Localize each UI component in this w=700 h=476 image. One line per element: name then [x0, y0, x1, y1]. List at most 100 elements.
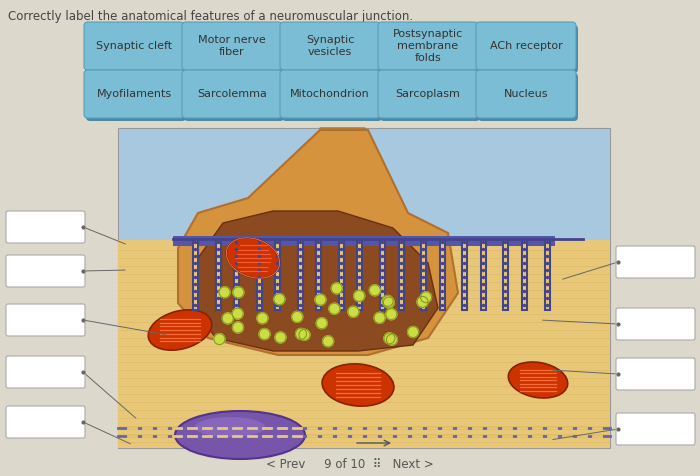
FancyBboxPatch shape [476, 22, 576, 70]
Circle shape [386, 309, 397, 320]
Circle shape [421, 292, 431, 303]
Circle shape [382, 296, 393, 307]
Text: Sarcolemma: Sarcolemma [197, 89, 267, 99]
Bar [545, 240, 550, 310]
Bar [216, 240, 220, 310]
Polygon shape [178, 130, 458, 355]
Circle shape [219, 287, 230, 298]
FancyBboxPatch shape [182, 70, 282, 118]
Circle shape [323, 336, 334, 347]
Circle shape [257, 313, 268, 324]
FancyBboxPatch shape [6, 304, 85, 336]
Circle shape [329, 303, 340, 314]
Polygon shape [193, 211, 438, 351]
Circle shape [259, 328, 270, 339]
FancyBboxPatch shape [616, 358, 695, 390]
Text: Synaptic
vesicles: Synaptic vesicles [306, 35, 354, 57]
FancyBboxPatch shape [6, 406, 85, 438]
FancyBboxPatch shape [282, 73, 382, 121]
Bar [275, 240, 280, 310]
Bar [316, 240, 321, 310]
Text: Correctly label the anatomical features of a neuromuscular junction.: Correctly label the anatomical features … [8, 10, 413, 23]
Circle shape [370, 285, 380, 296]
Circle shape [275, 332, 286, 343]
FancyBboxPatch shape [380, 25, 480, 73]
FancyBboxPatch shape [378, 22, 478, 70]
Text: < Prev     9 of 10  ⠿   Next >: < Prev 9 of 10 ⠿ Next > [266, 458, 434, 472]
Text: Sarcoplasm: Sarcoplasm [395, 89, 461, 99]
Bar [462, 240, 468, 310]
Bar [481, 240, 486, 310]
Bar [398, 240, 404, 310]
FancyBboxPatch shape [280, 22, 380, 70]
Circle shape [384, 297, 394, 308]
Circle shape [354, 290, 365, 301]
Bar [339, 240, 344, 310]
FancyBboxPatch shape [6, 255, 85, 287]
FancyBboxPatch shape [182, 22, 282, 70]
Bar [118, 240, 610, 448]
Bar [257, 240, 262, 310]
Bar [503, 240, 508, 310]
FancyBboxPatch shape [380, 73, 480, 121]
Bar [298, 240, 303, 310]
Circle shape [374, 312, 385, 323]
Circle shape [233, 287, 244, 298]
Bar [440, 240, 444, 310]
Circle shape [274, 294, 285, 305]
FancyBboxPatch shape [616, 308, 695, 340]
Circle shape [417, 297, 428, 307]
Bar [522, 240, 527, 310]
FancyBboxPatch shape [616, 413, 695, 445]
FancyBboxPatch shape [84, 22, 184, 70]
FancyBboxPatch shape [616, 246, 695, 278]
Circle shape [223, 313, 233, 324]
FancyBboxPatch shape [282, 25, 382, 73]
Circle shape [292, 311, 303, 322]
Text: Mitochondrion: Mitochondrion [290, 89, 370, 99]
Circle shape [295, 328, 307, 339]
Ellipse shape [226, 238, 279, 278]
Bar [234, 240, 239, 310]
Circle shape [214, 334, 225, 345]
FancyBboxPatch shape [86, 25, 186, 73]
FancyBboxPatch shape [378, 70, 478, 118]
Bar [118, 128, 610, 448]
Text: Nucleus: Nucleus [504, 89, 548, 99]
Ellipse shape [508, 362, 568, 398]
FancyBboxPatch shape [478, 25, 578, 73]
Bar [380, 240, 385, 310]
FancyBboxPatch shape [84, 70, 184, 118]
Bar [193, 240, 198, 310]
Circle shape [316, 317, 328, 329]
FancyBboxPatch shape [6, 211, 85, 243]
Bar [358, 240, 363, 310]
FancyBboxPatch shape [476, 70, 576, 118]
Circle shape [299, 329, 310, 340]
FancyBboxPatch shape [478, 73, 578, 121]
Ellipse shape [322, 364, 394, 406]
Text: Synaptic cleft: Synaptic cleft [96, 41, 172, 51]
Circle shape [348, 306, 359, 317]
Circle shape [232, 322, 244, 333]
Polygon shape [320, 128, 368, 218]
Circle shape [232, 308, 243, 319]
FancyBboxPatch shape [86, 73, 186, 121]
Circle shape [386, 334, 398, 345]
Circle shape [384, 333, 395, 344]
Ellipse shape [195, 417, 265, 437]
Circle shape [331, 283, 342, 294]
Circle shape [315, 294, 326, 305]
Text: Myofilaments: Myofilaments [97, 89, 172, 99]
Text: Postsynaptic
membrane
folds: Postsynaptic membrane folds [393, 30, 463, 63]
Ellipse shape [148, 310, 212, 350]
Bar [421, 240, 426, 310]
Text: Motor nerve
fiber: Motor nerve fiber [198, 35, 266, 57]
Text: ACh receptor: ACh receptor [489, 41, 562, 51]
FancyBboxPatch shape [184, 73, 284, 121]
FancyBboxPatch shape [184, 25, 284, 73]
Ellipse shape [175, 411, 305, 459]
Circle shape [407, 327, 419, 337]
FancyBboxPatch shape [6, 356, 85, 388]
FancyBboxPatch shape [280, 70, 380, 118]
